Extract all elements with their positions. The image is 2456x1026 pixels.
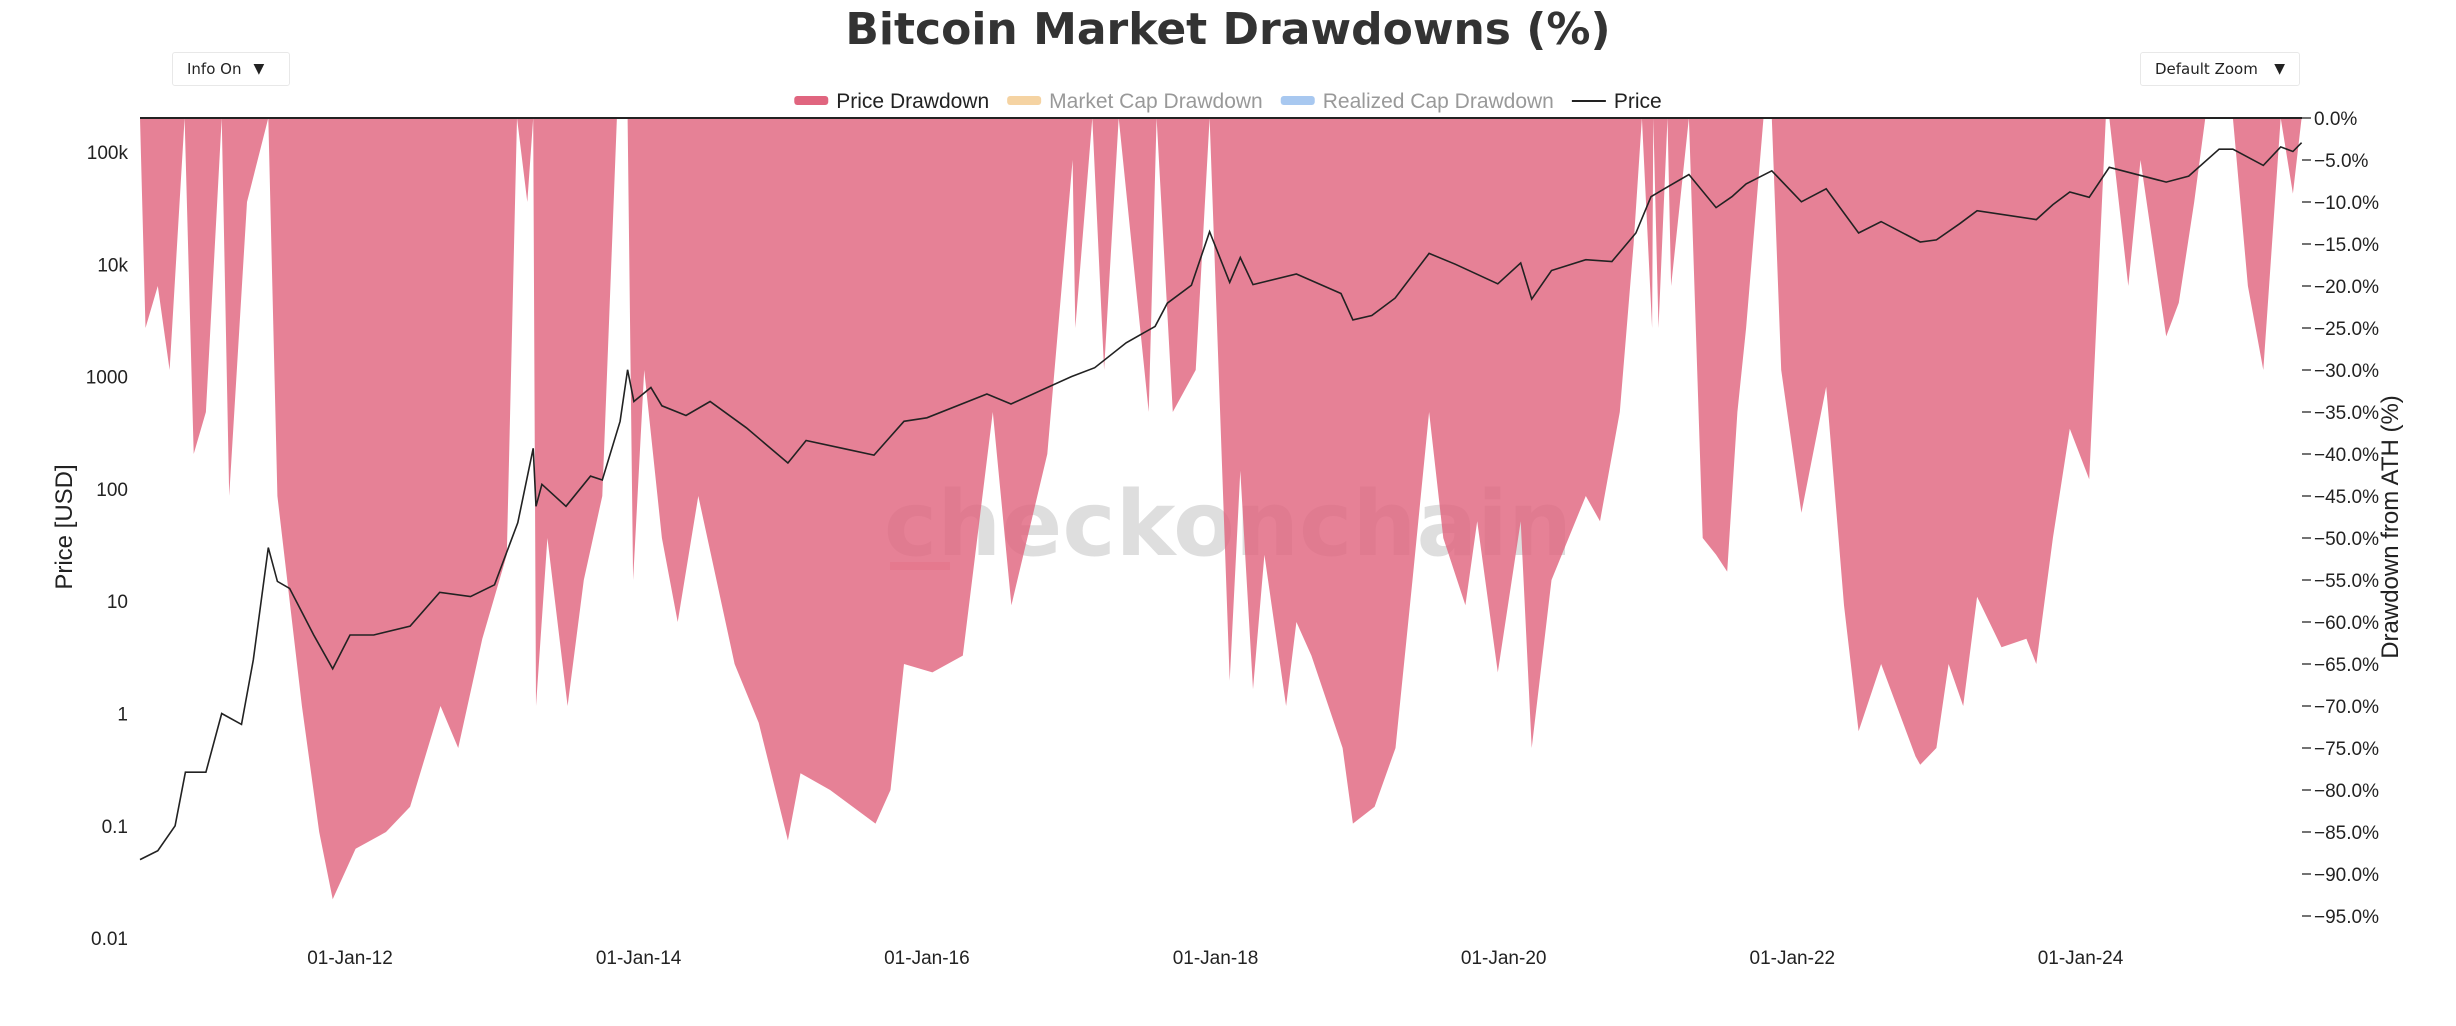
price-line	[139, 142, 2303, 861]
y-right-tick-label: −65.0%	[2314, 655, 2379, 676]
y-right-tick-label: −60.0%	[2314, 613, 2379, 634]
legend-item: Price	[1571, 90, 1662, 113]
y-right-tick-label: −20.0%	[2314, 277, 2379, 298]
legend-item: Market Cap Drawdown	[1007, 90, 1263, 113]
info-toggle-dropdown[interactable]: Info On ▼	[172, 52, 290, 86]
plot-area	[139, 117, 2303, 900]
y-left-tick-label: 10k	[97, 255, 128, 276]
x-tick-label: 01-Jan-12	[307, 948, 393, 969]
x-tick-label: 01-Jan-16	[884, 948, 970, 969]
zoom-dropdown-label: Default Zoom	[2155, 60, 2258, 78]
y-left-tick-label: 0.1	[102, 817, 128, 838]
y-right-tick-label: −5.0%	[2314, 151, 2369, 172]
y-left-tick-label: 100	[96, 480, 128, 501]
chevron-down-icon: ▼	[253, 61, 265, 77]
y-right-tick-label: −40.0%	[2314, 445, 2379, 466]
legend-swatch	[794, 96, 829, 105]
right-axis: 0.0% −5.0% −10.0% −15.0% −20.0% −25.0% −30.0% −…	[2302, 109, 2379, 928]
y-left-tick-label: 0.01	[91, 929, 128, 950]
price-drawdown-area	[140, 118, 2302, 900]
y-left-axis-label: Price [USD]	[51, 464, 78, 589]
y-right-tick-label: −25.0%	[2314, 319, 2379, 340]
legend-swatch	[1280, 96, 1315, 105]
chart-title: Bitcoin Market Drawdowns (%)	[845, 4, 1610, 55]
y-right-tick-label: −10.0%	[2314, 193, 2379, 214]
y-left-tick-label: 10	[107, 592, 128, 613]
legend-label: Realized Cap Drawdown	[1323, 90, 1554, 113]
y-right-tick-label: −90.0%	[2314, 865, 2379, 886]
y-right-tick-label: −85.0%	[2314, 823, 2379, 844]
chevron-down-icon: ▼	[2274, 61, 2285, 77]
legend-label: Price Drawdown	[836, 90, 989, 113]
y-left-tick-label: 100k	[87, 143, 129, 164]
y-right-tick-label: −35.0%	[2314, 403, 2379, 424]
y-right-tick-label: 0.0%	[2314, 109, 2357, 130]
y-right-tick-label: −70.0%	[2314, 697, 2379, 718]
x-tick-label: 01-Jan-22	[1750, 948, 1836, 969]
y-right-tick-label: −55.0%	[2314, 571, 2379, 592]
left-axis: 100k 10k 1000 100 10 1 0.1 0.01	[86, 143, 129, 950]
y-right-tick-label: −95.0%	[2314, 907, 2379, 928]
x-axis: 01-Jan-12 01-Jan-14 01-Jan-16 01-Jan-18 01-J…	[307, 948, 2123, 969]
legend-label: Market Cap Drawdown	[1049, 90, 1263, 113]
y-right-tick-label: −30.0%	[2314, 361, 2379, 382]
legend-item: Realized Cap Drawdown	[1280, 90, 1554, 113]
y-right-tick-label: −80.0%	[2314, 781, 2379, 802]
y-right-tick-label: −50.0%	[2314, 529, 2379, 550]
x-tick-label: 01-Jan-18	[1173, 948, 1259, 969]
x-tick-label: 01-Jan-20	[1461, 948, 1547, 969]
x-tick-label: 01-Jan-24	[2038, 948, 2124, 969]
chart-legend: Price Drawdown Market Cap Drawdown Realize…	[794, 90, 1662, 113]
y-left-tick-label: 1000	[86, 368, 128, 389]
info-toggle-label: Info On	[187, 60, 242, 78]
zoom-dropdown[interactable]: Default Zoom ▼	[2140, 52, 2300, 86]
legend-label: Price	[1614, 90, 1662, 113]
x-tick-label: 01-Jan-14	[596, 948, 682, 969]
y-left-tick-label: 1	[117, 705, 128, 726]
y-right-axis-label: Drawdown from ATH (%)	[2377, 395, 2404, 659]
y-right-tick-label: −75.0%	[2314, 739, 2379, 760]
legend-swatch	[1007, 96, 1042, 105]
y-right-tick-label: −15.0%	[2314, 235, 2379, 256]
y-right-tick-label: −45.0%	[2314, 487, 2379, 508]
legend-item: Price Drawdown	[794, 90, 989, 113]
